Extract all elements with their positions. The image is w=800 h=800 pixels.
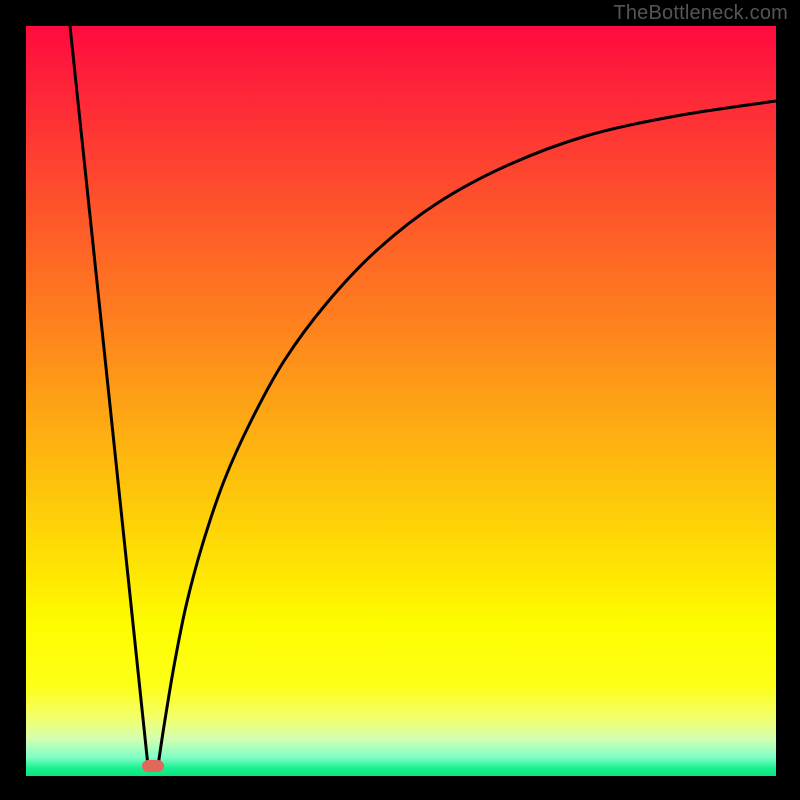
plot-area: [26, 26, 776, 776]
optimum-marker: [142, 760, 164, 772]
chart-frame: TheBottleneck.com: [0, 0, 800, 800]
watermark-text: TheBottleneck.com: [613, 2, 788, 25]
plot-svg: [26, 26, 776, 776]
